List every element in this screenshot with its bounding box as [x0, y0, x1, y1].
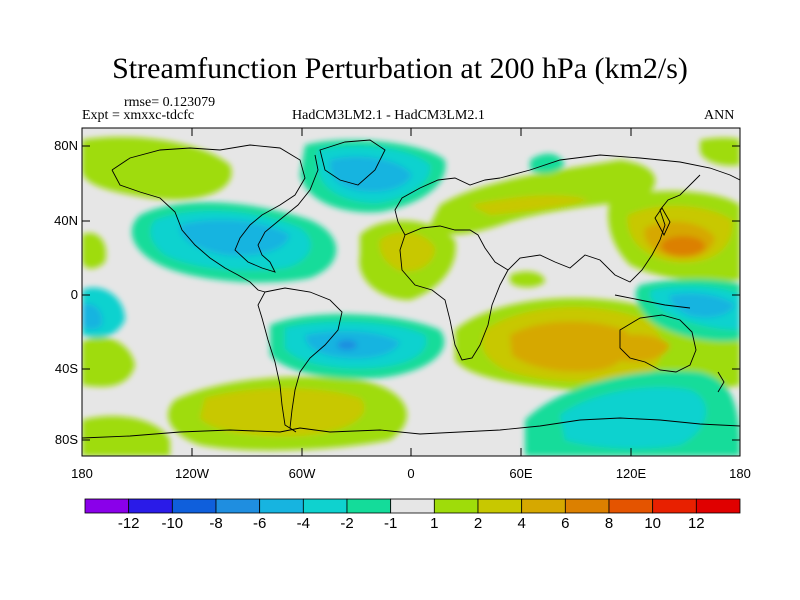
colorbar-label: -1 — [384, 515, 398, 532]
lon-label-180w: 180 — [71, 466, 93, 481]
colorbar-swatch — [390, 498, 435, 514]
lon-label-60w: 60W — [288, 466, 316, 481]
models-label: HadCM3LM2.1 - HadCM3LM2.1 — [292, 108, 485, 123]
colorbar-label: 2 — [473, 515, 483, 532]
colorbar-label: 8 — [604, 515, 614, 532]
colorbar-label: -2 — [340, 515, 354, 532]
lat-label-80n: 80N — [54, 138, 78, 153]
colorbar-swatch — [695, 498, 741, 514]
lon-label-180e: 180 — [729, 466, 751, 481]
colorbar-swatch — [608, 498, 654, 514]
colorbar-label: 6 — [561, 515, 570, 532]
colorbar-swatch — [84, 498, 130, 514]
colorbar-swatch — [346, 498, 392, 514]
colorbar-label: 12 — [687, 515, 705, 532]
experiment-label: Expt = xmxxc-tdcfc — [82, 108, 195, 123]
colorbar-swatch — [477, 498, 523, 514]
colorbar-swatch — [171, 498, 217, 514]
colorbar-swatch — [521, 498, 566, 514]
lat-label-40n: 40N — [54, 213, 78, 228]
colorbar-swatch — [302, 498, 348, 514]
colorbar-label: -10 — [161, 515, 184, 532]
colorbar-label: -8 — [209, 515, 223, 532]
season-label: ANN — [704, 108, 735, 123]
contour-field — [82, 128, 740, 456]
colorbar-swatch — [564, 498, 610, 514]
lon-label-0: 0 — [407, 466, 415, 481]
colorbar-swatch — [433, 498, 479, 514]
lat-label-equator: 0 — [70, 287, 78, 302]
colorbar-swatch — [128, 498, 173, 514]
chart-title: Streamfunction Perturbation at 200 hPa (… — [112, 52, 688, 85]
coastlines — [82, 139, 740, 439]
rmse-label: rmse= 0.123079 — [124, 95, 216, 110]
lon-label-120e: 120E — [615, 466, 647, 481]
colorbar-label: 4 — [517, 515, 526, 532]
colorbar-swatch — [652, 498, 697, 514]
colorbar-label: -12 — [117, 515, 140, 532]
lon-label-60e: 60E — [509, 466, 533, 481]
lon-label-120w: 120W — [175, 466, 209, 481]
colorbar-swatch — [259, 498, 304, 514]
colorbar-label: -4 — [296, 515, 310, 532]
colorbar-label: 1 — [430, 515, 439, 532]
colorbar-label: -6 — [253, 515, 267, 532]
colorbar-swatch — [215, 498, 261, 514]
lat-label-40s: 40S — [54, 361, 78, 376]
lat-label-80s: 80S — [54, 432, 78, 447]
colorbar-label: 10 — [644, 515, 662, 532]
